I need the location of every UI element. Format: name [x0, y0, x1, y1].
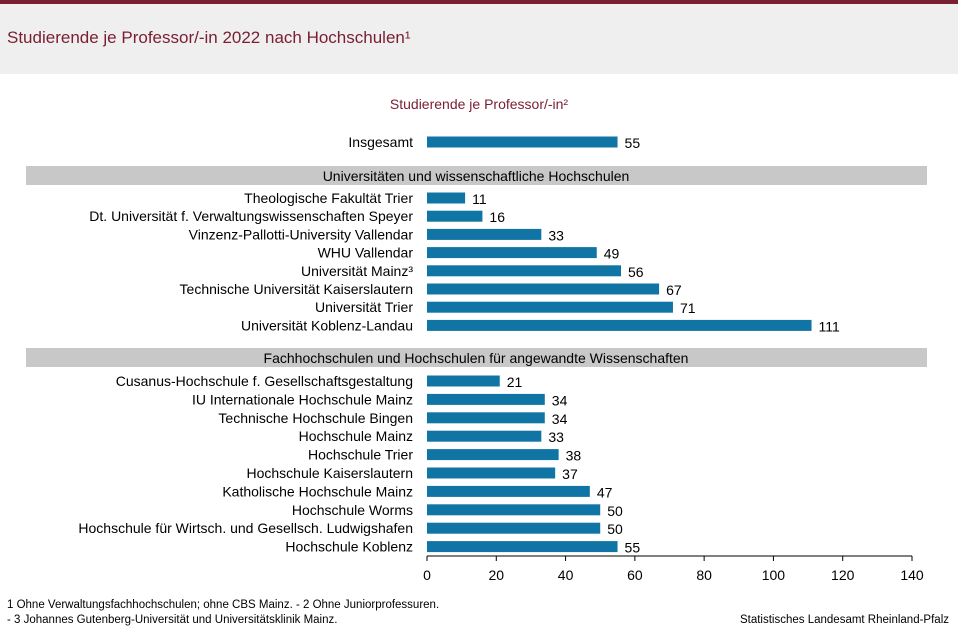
category-label: Hochschule für Wirtsch. und Gesellsch. L… [78, 520, 413, 536]
data-label: 11 [472, 191, 487, 207]
source-note: Statistisches Landesamt Rheinland-Pfalz [739, 614, 949, 626]
category-label: Universität Koblenz-Landau [241, 317, 413, 333]
page-title: Studierende je Professor/-in 2022 nach H… [7, 28, 411, 47]
bar [427, 430, 542, 442]
bar [427, 375, 500, 387]
x-tick-label: 140 [900, 567, 924, 583]
group-heading: Fachhochschulen und Hochschulen für ange… [264, 350, 689, 366]
data-label: 16 [489, 209, 505, 225]
group-heading: Universitäten und wissenschaftliche Hoch… [323, 168, 630, 184]
group-band [26, 348, 927, 367]
category-label: Universität Mainz³ [301, 263, 413, 279]
data-label: 38 [566, 448, 582, 464]
bar [427, 283, 660, 295]
x-tick-label: 120 [831, 567, 855, 583]
data-label: 34 [552, 411, 568, 427]
data-label: 111 [819, 318, 840, 334]
category-label: Hochschule Koblenz [285, 539, 413, 555]
bar [427, 301, 673, 313]
chart-subtitle: Studierende je Professor/-in² [390, 96, 569, 112]
category-label: Insgesamt [348, 134, 413, 150]
data-label: 33 [548, 227, 564, 243]
group-band [26, 166, 927, 185]
footnote-line-2: - 3 Johannes Gutenberg-Universität und U… [7, 614, 338, 626]
category-label: Dt. Universität f. Verwaltungswissenscha… [89, 208, 413, 224]
bar [427, 136, 618, 148]
data-label: 33 [548, 429, 564, 445]
data-label: 50 [607, 521, 623, 537]
category-label: Katholische Hochschule Mainz [222, 483, 413, 499]
data-label: 71 [680, 300, 696, 316]
bar [427, 449, 559, 461]
category-label: Vinzenz-Pallotti-University Vallendar [189, 226, 414, 242]
x-tick-label: 0 [423, 567, 431, 583]
data-label: 56 [628, 264, 644, 280]
data-label: 37 [562, 466, 578, 482]
data-label: 34 [552, 392, 568, 408]
category-label: Cusanus-Hochschule f. Gesellschaftsgesta… [116, 373, 413, 389]
bar [427, 393, 545, 405]
data-label: 55 [625, 135, 641, 151]
bar [427, 247, 597, 259]
data-label: 55 [625, 540, 641, 556]
x-tick-label: 20 [488, 567, 504, 583]
data-label: 21 [507, 374, 523, 390]
category-label: Hochschule Trier [308, 447, 413, 463]
data-label: 49 [604, 246, 620, 262]
header-separator [0, 74, 958, 84]
top-accent-bar [0, 0, 958, 4]
bar [427, 541, 618, 553]
bar [427, 522, 601, 534]
category-label: Universität Trier [315, 299, 413, 315]
category-label: Technische Hochschule Bingen [218, 410, 413, 426]
bar [427, 210, 483, 222]
data-label: 67 [666, 282, 682, 298]
bar [427, 504, 601, 516]
data-label: 47 [597, 484, 613, 500]
x-tick-label: 60 [627, 567, 643, 583]
bar [427, 319, 812, 331]
bar-chart: Studierende je Professor/-in² Insgesamt 55… [0, 84, 958, 629]
bar [427, 265, 621, 277]
x-tick-label: 80 [696, 567, 712, 583]
footnote-line-1: 1 Ohne Verwaltungsfachhochschulen; ohne … [7, 599, 440, 611]
category-label: Theologische Fakultät Trier [244, 190, 413, 206]
bar [427, 228, 542, 240]
bar [427, 192, 466, 204]
bar [427, 485, 590, 497]
category-label: Hochschule Kaiserslautern [246, 465, 413, 481]
data-label: 50 [607, 503, 623, 519]
category-label: IU Internationale Hochschule Mainz [192, 391, 413, 407]
x-tick-label: 40 [558, 567, 574, 583]
category-label: Hochschule Mainz [299, 428, 413, 444]
category-label: Technische Universität Kaiserslautern [180, 281, 413, 297]
bar [427, 467, 556, 479]
bar [427, 412, 545, 424]
category-label: WHU Vallendar [318, 245, 414, 261]
category-label: Hochschule Worms [292, 502, 413, 518]
x-tick-label: 100 [762, 567, 786, 583]
title-header: Studierende je Professor/-in 2022 nach H… [0, 4, 958, 74]
